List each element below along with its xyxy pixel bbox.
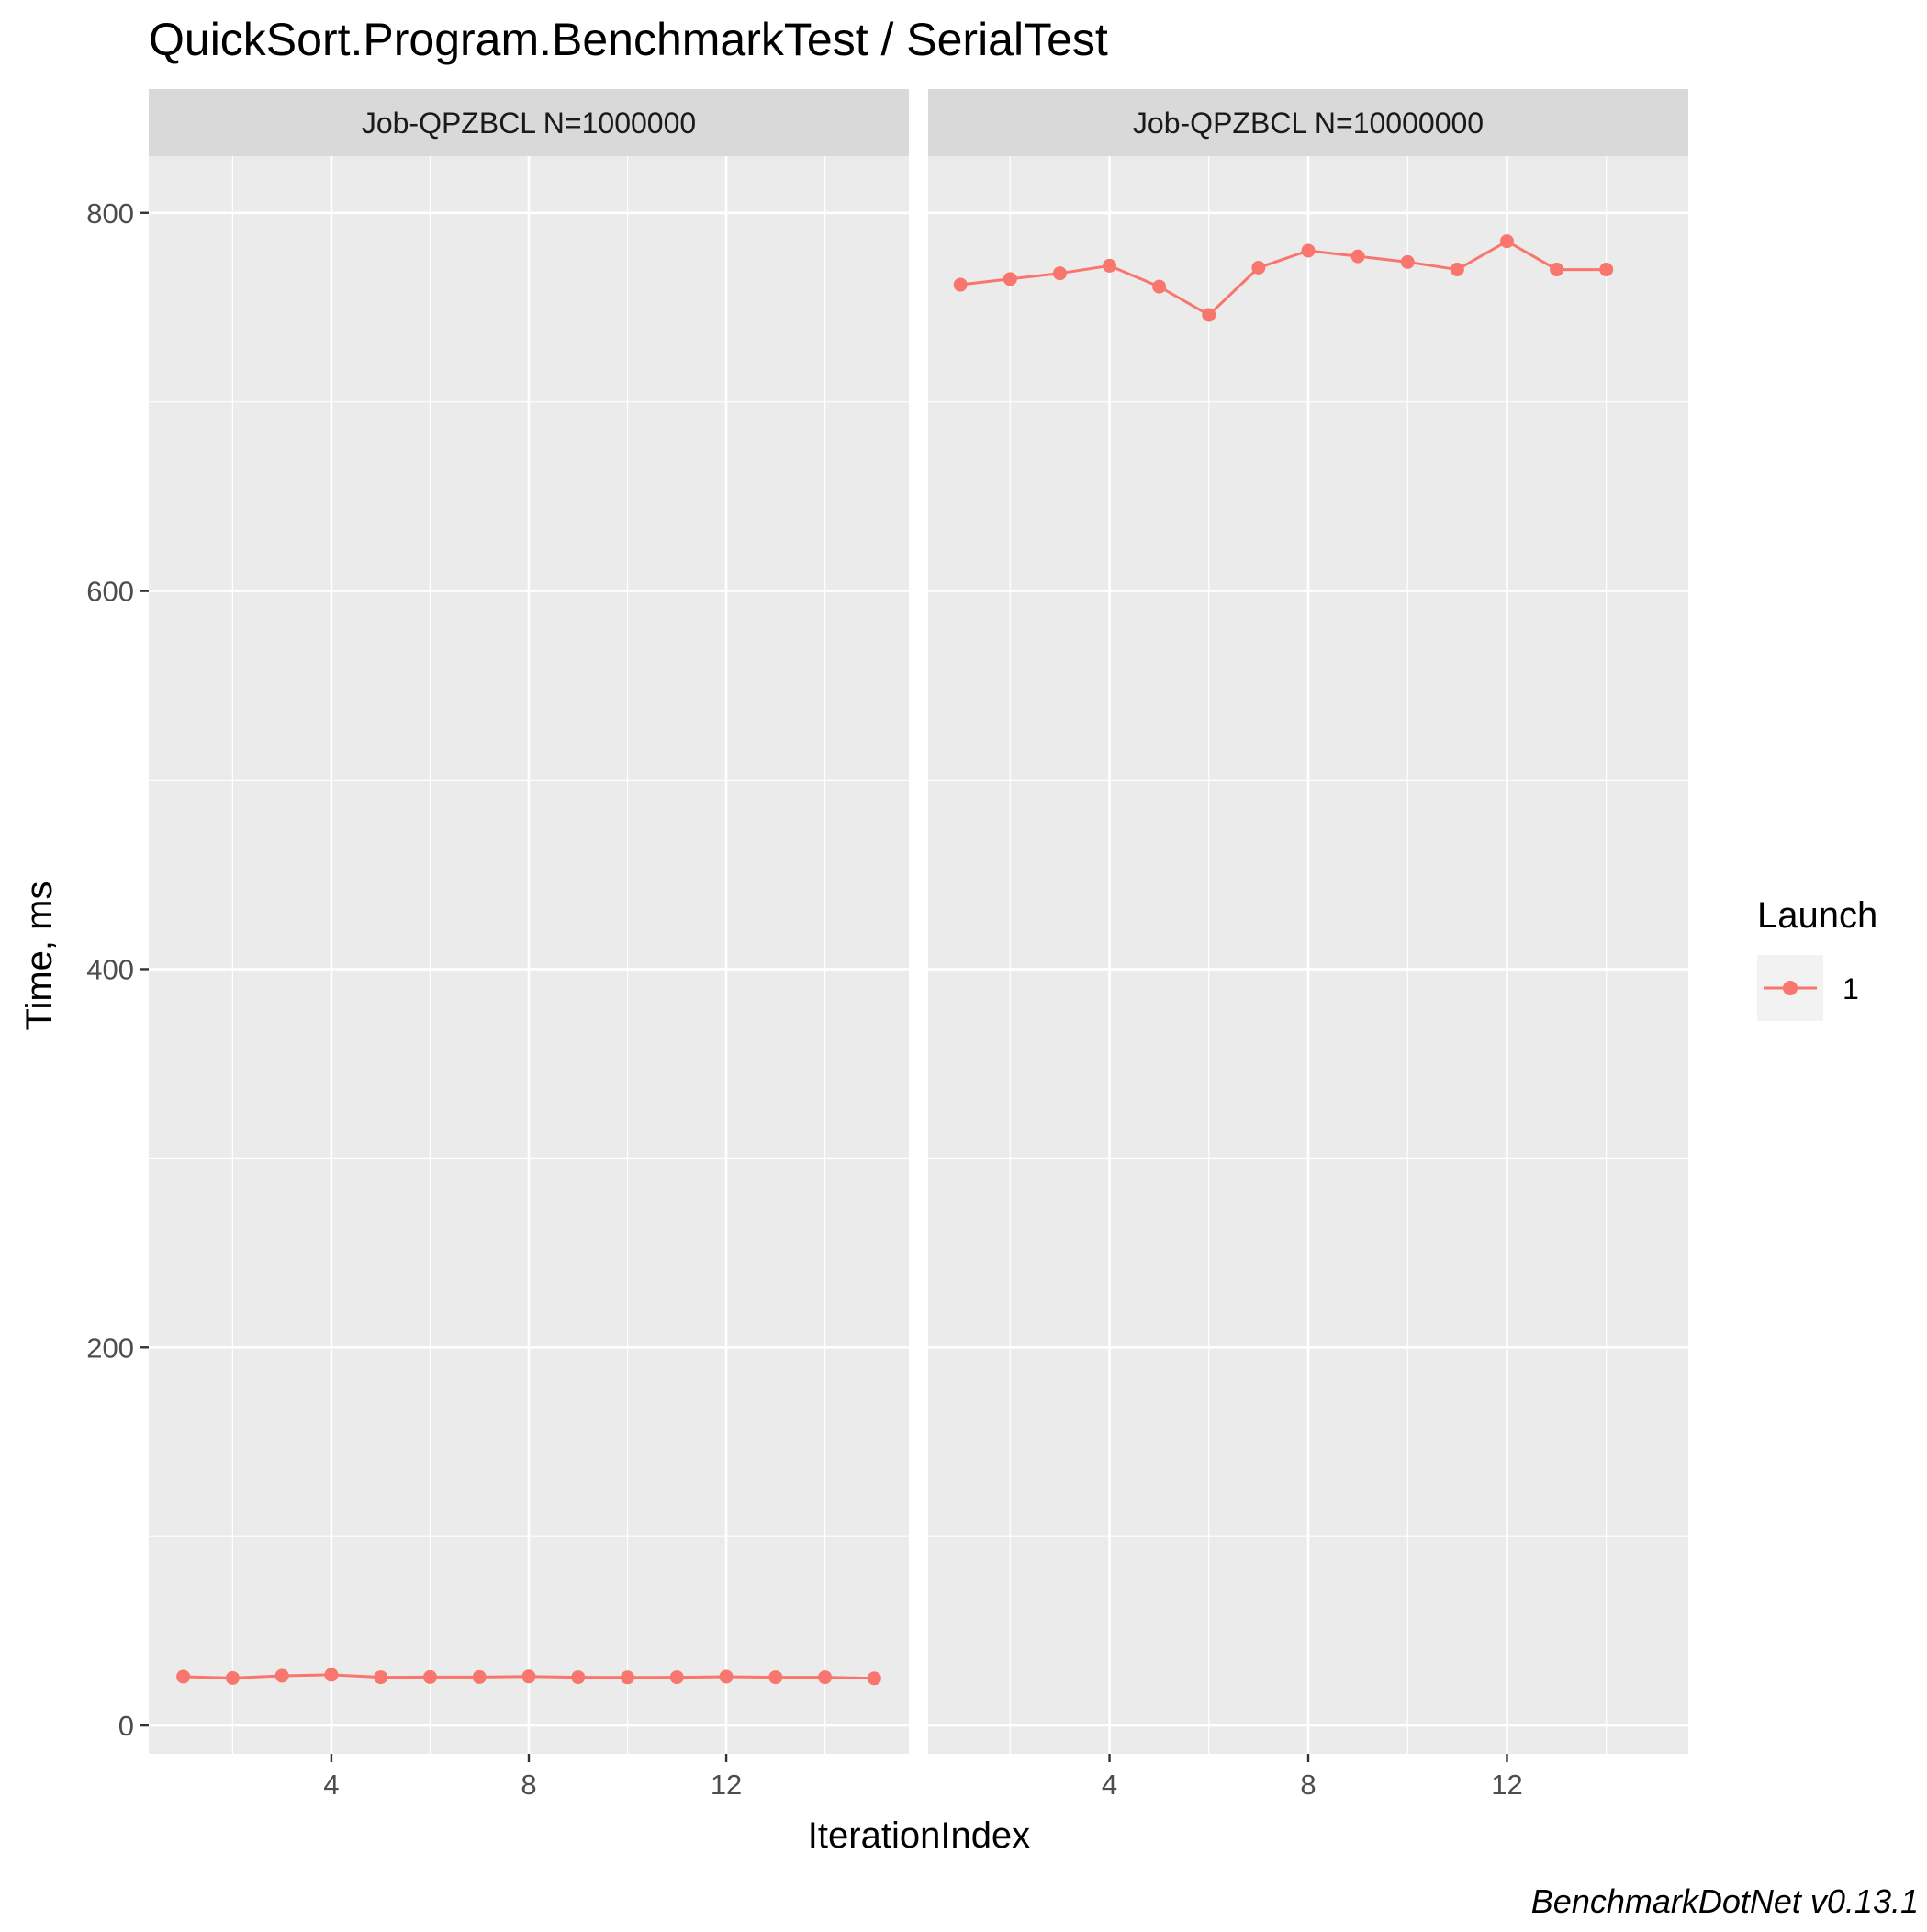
chart-title: QuickSort.Program.BenchmarkTest / Serial…: [149, 14, 1108, 65]
data-point: [374, 1670, 388, 1685]
y-tick-label: 0: [118, 1710, 134, 1742]
data-point: [274, 1668, 289, 1683]
x-tick-label: 12: [1491, 1769, 1522, 1801]
data-point: [1152, 279, 1167, 294]
facet-strip: [928, 89, 1688, 156]
data-point: [1599, 263, 1614, 277]
facet-strip: [149, 89, 909, 156]
data-point: [719, 1669, 734, 1684]
data-point: [1003, 272, 1017, 286]
data-point: [768, 1670, 783, 1685]
x-tick-label: 12: [711, 1769, 742, 1801]
data-point: [1251, 260, 1266, 275]
data-point: [1350, 249, 1365, 264]
data-point: [324, 1668, 339, 1682]
x-tick-label: 4: [1102, 1769, 1117, 1801]
chart-caption: BenchmarkDotNet v0.13.1: [1531, 1882, 1919, 1920]
legend-title: Launch: [1757, 895, 1877, 936]
y-tick-label: 600: [86, 576, 134, 608]
legend: Launch 1: [1757, 895, 1877, 1021]
x-axis-title: IterationIndex: [808, 1815, 1030, 1856]
data-point: [571, 1670, 586, 1685]
legend-key-point: [1783, 981, 1798, 995]
data-point: [1052, 266, 1067, 281]
data-point: [1550, 263, 1564, 277]
data-point: [521, 1669, 536, 1684]
legend-entry-label: 1: [1843, 972, 1859, 1005]
data-point: [422, 1669, 437, 1684]
data-point: [1400, 254, 1415, 269]
data-point: [1103, 258, 1117, 273]
data-point: [867, 1671, 881, 1686]
facet-panel: Job-QPZBCL N=10000000 4 8 12: [928, 89, 1688, 1801]
data-point: [1499, 234, 1514, 249]
facet-panel: Job-QPZBCL N=1000000 4 8 12: [149, 89, 909, 1801]
data-point: [176, 1669, 191, 1684]
y-axis-title: Time, ms: [19, 882, 60, 1031]
x-tick-label: 4: [323, 1769, 339, 1801]
data-point: [621, 1670, 635, 1685]
facet-strip-label: Job-QPZBCL N=10000000: [1133, 107, 1484, 140]
y-axis: 0 200 400 600 800: [86, 197, 149, 1742]
data-point: [1202, 308, 1216, 322]
data-point: [225, 1670, 240, 1685]
y-tick-label: 200: [86, 1331, 134, 1364]
data-point: [472, 1669, 487, 1684]
data-point: [1450, 263, 1464, 277]
series-line: [960, 239, 1607, 317]
data-point: [818, 1670, 833, 1685]
y-tick-label: 800: [86, 197, 134, 230]
data-point: [953, 277, 968, 292]
x-tick-label: 8: [1300, 1769, 1316, 1801]
x-tick-label: 8: [521, 1769, 536, 1801]
facet-strip-label: Job-QPZBCL N=1000000: [362, 107, 696, 140]
data-point: [669, 1670, 684, 1685]
data-point: [1301, 243, 1316, 258]
y-tick-label: 400: [86, 953, 134, 985]
